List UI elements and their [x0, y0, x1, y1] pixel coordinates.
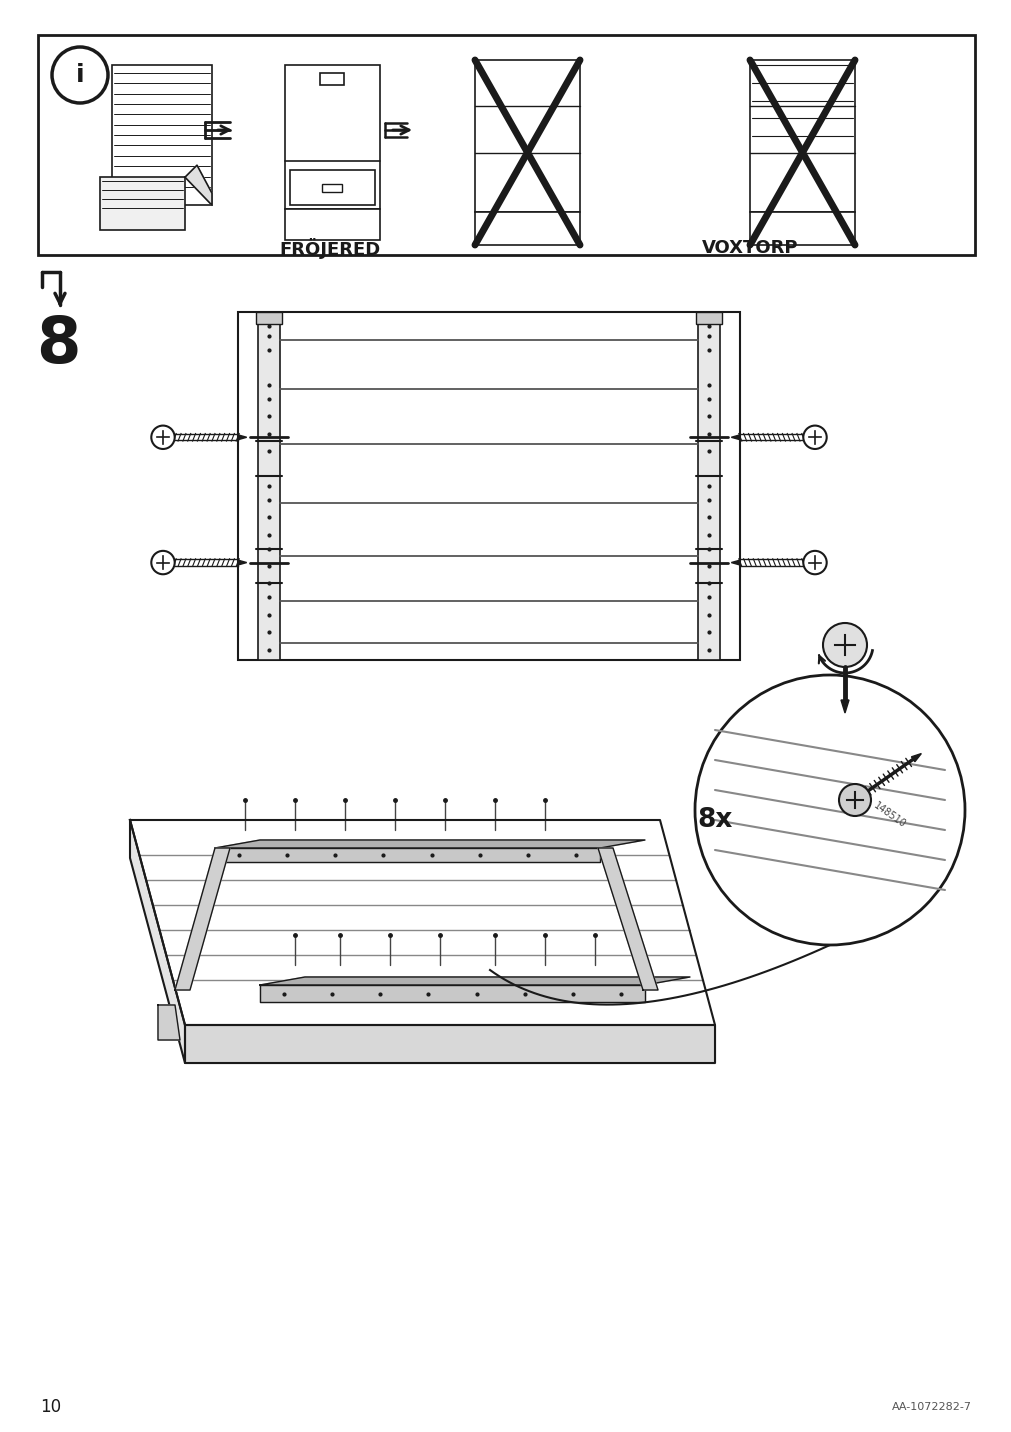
Polygon shape — [238, 435, 247, 440]
Bar — [285, 64, 379, 209]
Bar — [100, 178, 185, 231]
Bar — [112, 64, 211, 205]
Text: i: i — [76, 63, 84, 87]
Circle shape — [152, 425, 175, 450]
Bar — [749, 212, 854, 245]
Circle shape — [803, 551, 826, 574]
Polygon shape — [731, 435, 740, 440]
Circle shape — [52, 47, 108, 103]
Text: 8: 8 — [35, 314, 80, 377]
Circle shape — [822, 623, 866, 667]
Text: AA-1072282-7: AA-1072282-7 — [891, 1402, 971, 1412]
Polygon shape — [911, 753, 920, 762]
Circle shape — [803, 425, 826, 450]
Polygon shape — [185, 165, 211, 205]
Polygon shape — [185, 1025, 715, 1063]
Bar — [238, 312, 739, 660]
Text: 148510: 148510 — [871, 800, 907, 829]
Polygon shape — [238, 560, 247, 566]
Bar — [698, 312, 719, 660]
Bar — [285, 209, 379, 241]
Circle shape — [838, 783, 870, 816]
Bar — [38, 34, 974, 255]
Polygon shape — [129, 821, 185, 1063]
Polygon shape — [129, 821, 715, 1025]
Bar — [749, 60, 854, 212]
Text: 10: 10 — [40, 1398, 61, 1416]
Bar — [474, 212, 579, 245]
Circle shape — [695, 674, 964, 945]
Bar — [696, 312, 721, 324]
Polygon shape — [731, 560, 740, 566]
Polygon shape — [598, 848, 657, 990]
Bar — [474, 60, 579, 212]
Polygon shape — [260, 985, 644, 1002]
Text: FRÖJERED: FRÖJERED — [279, 238, 380, 259]
Polygon shape — [840, 700, 848, 713]
Bar — [319, 73, 344, 84]
Bar — [256, 312, 282, 324]
Polygon shape — [158, 1005, 180, 1040]
Polygon shape — [214, 848, 600, 862]
Circle shape — [152, 551, 175, 574]
Text: VOXTORP: VOXTORP — [701, 239, 798, 256]
Bar — [321, 183, 342, 192]
Polygon shape — [214, 841, 644, 848]
Polygon shape — [175, 848, 229, 990]
Bar — [290, 170, 375, 205]
Polygon shape — [260, 977, 690, 985]
Bar — [258, 312, 280, 660]
Text: 8x: 8x — [697, 808, 732, 833]
